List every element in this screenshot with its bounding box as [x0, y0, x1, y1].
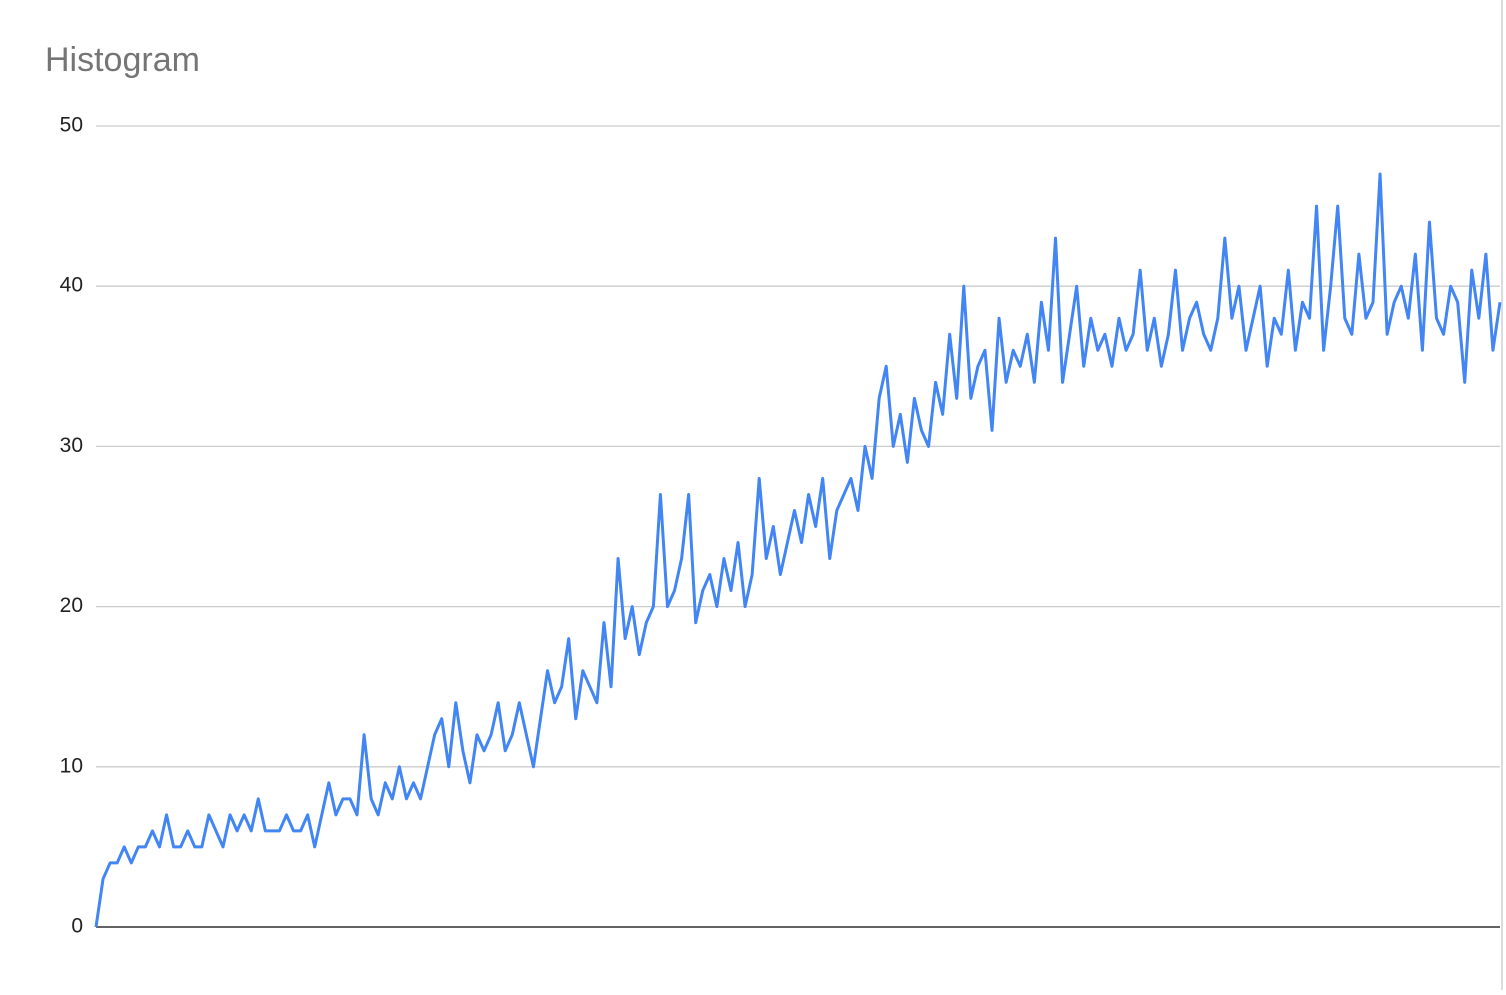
y-tick-label: 20: [60, 594, 83, 617]
line-series: [94, 172, 1502, 928]
y-tick-label: 30: [60, 434, 83, 457]
chart-title: Histogram: [45, 41, 200, 79]
y-tick-label: 40: [60, 274, 83, 297]
y-tick-label: 50: [60, 114, 83, 137]
y-tick-label: 10: [60, 754, 83, 777]
y-tick-label: 0: [71, 915, 83, 938]
